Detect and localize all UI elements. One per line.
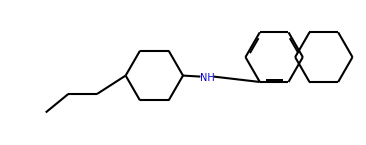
Text: NH: NH [200,73,214,83]
